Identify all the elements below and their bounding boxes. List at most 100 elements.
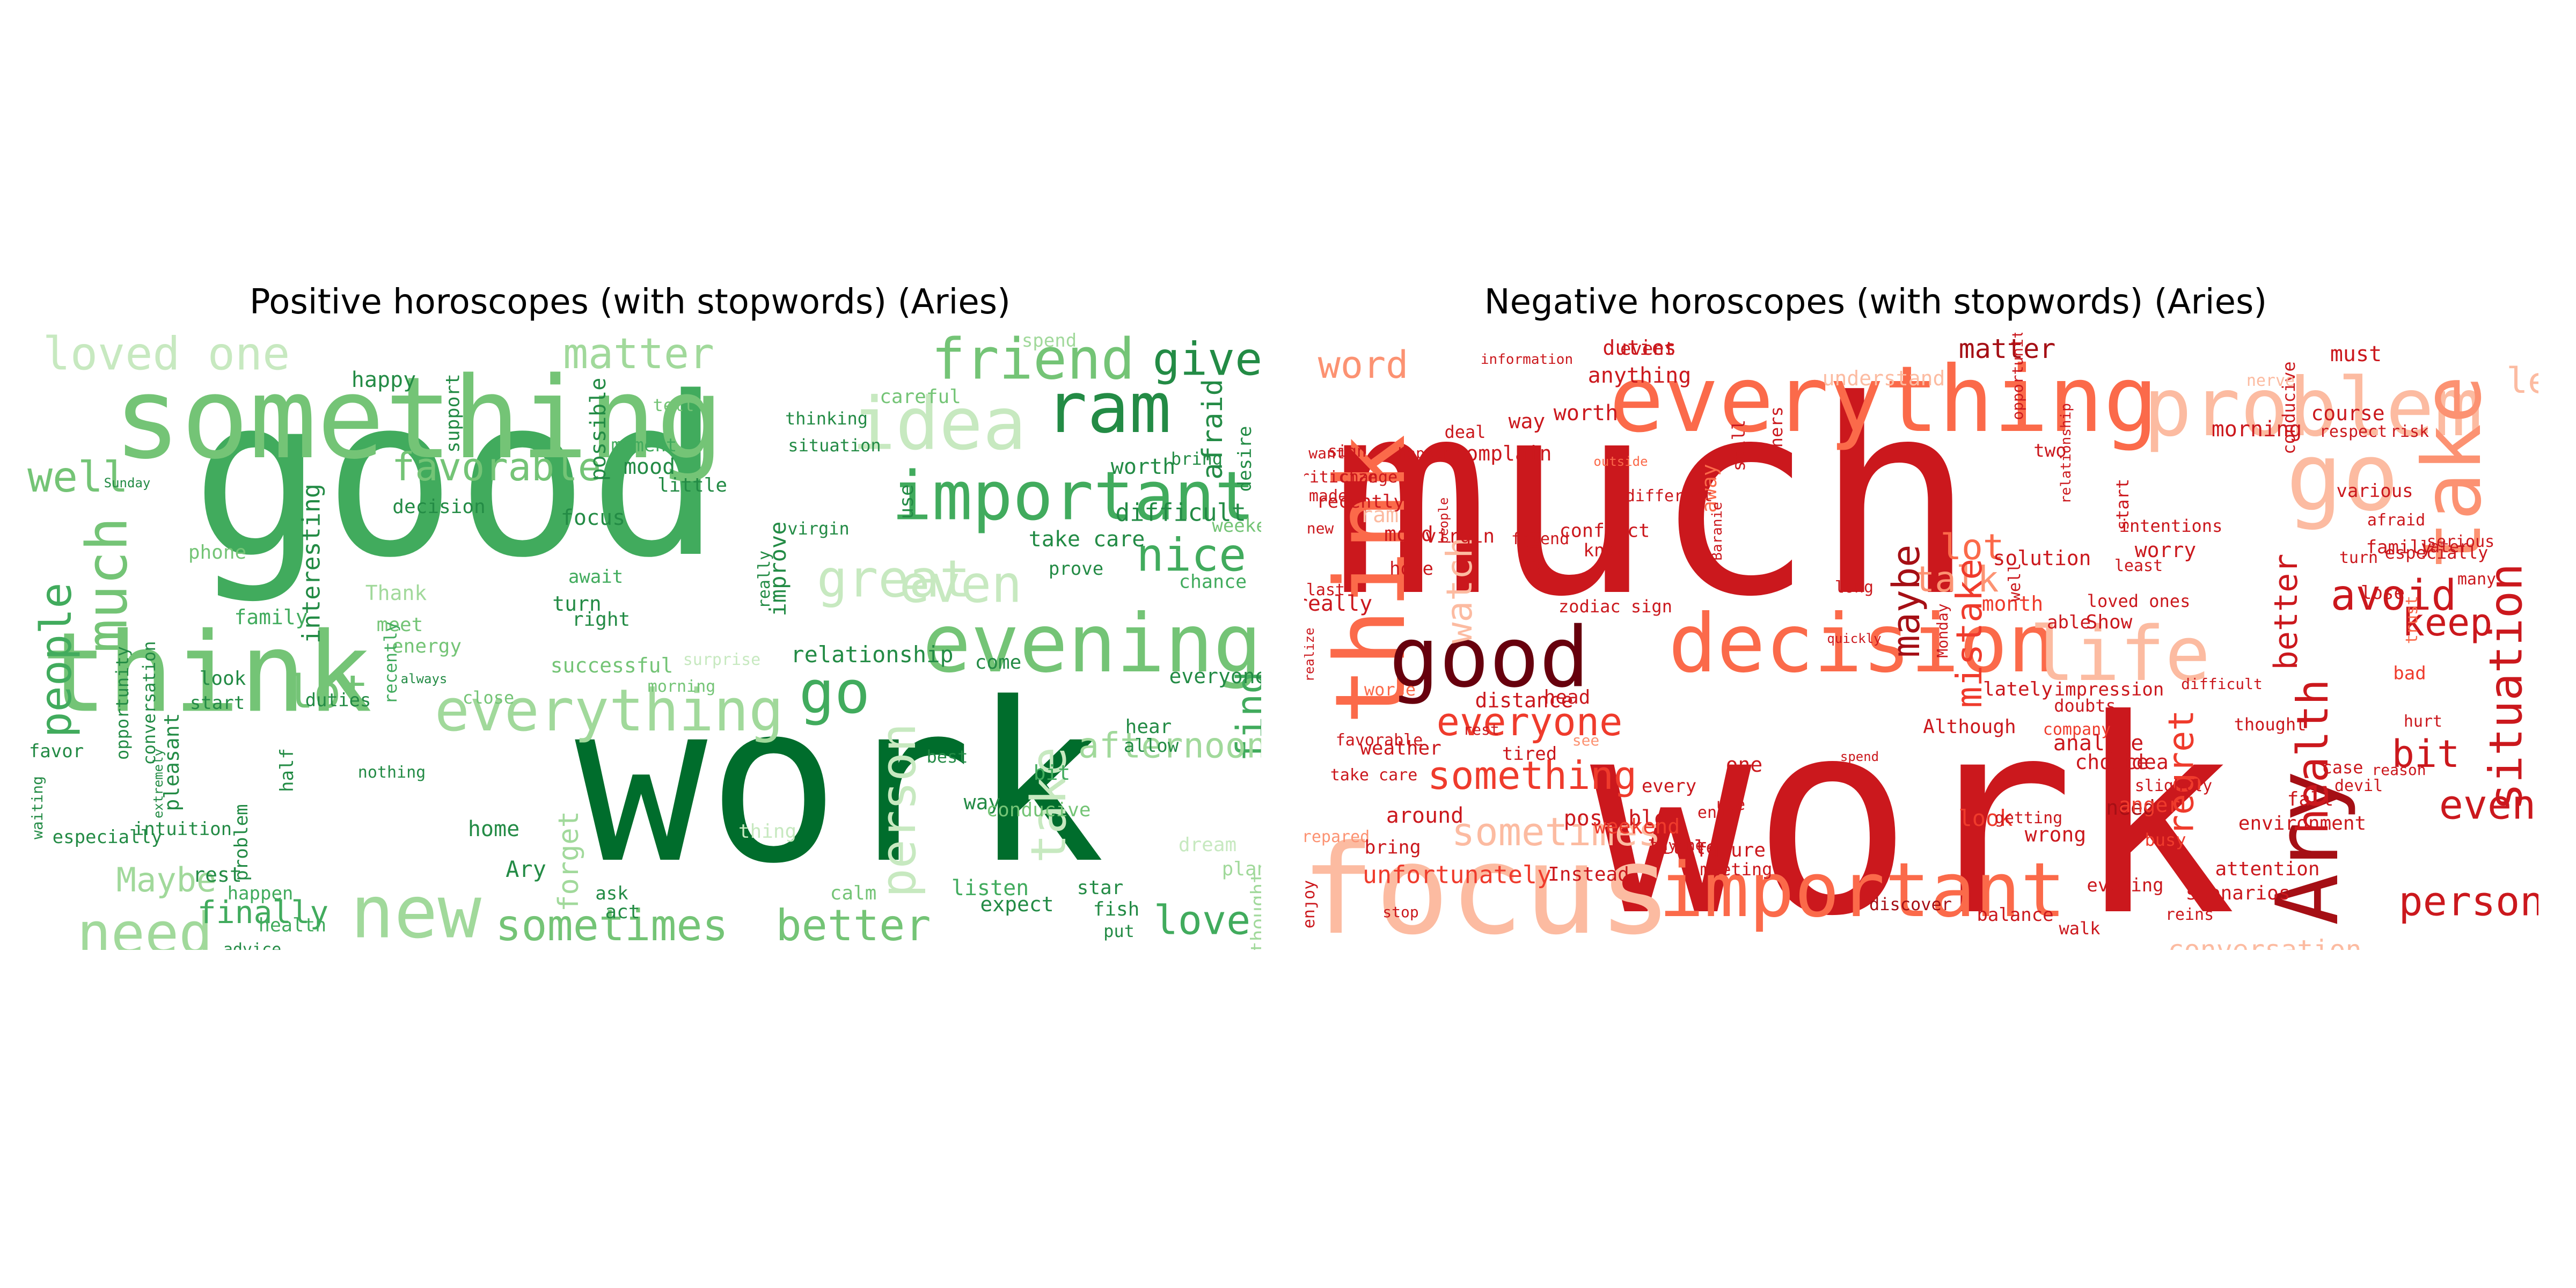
negative-word: especially <box>2384 543 2489 563</box>
negative-word: sometimes <box>1451 809 1662 854</box>
negative-word: turn <box>2339 548 2379 567</box>
negative-word: discover <box>1869 894 1952 914</box>
positive-word: extremely <box>151 748 166 819</box>
positive-word: situation <box>788 435 881 456</box>
negative-word: maybe <box>1884 544 1928 658</box>
positive-word: turn <box>552 592 602 616</box>
positive-word: fish <box>1093 898 1140 920</box>
positive-word: person <box>870 723 927 898</box>
negative-word: person <box>2398 877 2538 925</box>
positive-word: thought <box>1247 872 1261 950</box>
positive-word: desire <box>1234 426 1256 492</box>
positive-word: lot <box>286 665 369 719</box>
positive-word: waiting <box>28 775 46 840</box>
positive-word: put <box>1103 921 1135 941</box>
negative-word: deal <box>1444 422 1486 442</box>
positive-word: family <box>234 605 308 629</box>
negative-word: difficult <box>2181 675 2263 693</box>
positive-word: difficult <box>1115 498 1246 527</box>
positive-word: start <box>189 692 245 714</box>
positive-word: focus <box>560 506 626 530</box>
negative-word: realize <box>1304 627 1317 682</box>
positive-word: really <box>755 550 774 609</box>
negative-word: anger <box>2118 793 2180 817</box>
positive-word: ask <box>595 883 628 904</box>
negative-word: everything <box>1609 347 2158 453</box>
negative-word: criticize <box>1304 468 1378 487</box>
positive-word: thinking <box>785 408 868 429</box>
positive-word: prove <box>1048 558 1104 580</box>
negative-word: every <box>1641 775 1697 797</box>
negative-word: opportunity <box>2009 333 2026 420</box>
negative-word: Baranie <box>1709 502 1725 561</box>
negative-word: bring <box>1364 837 1421 859</box>
negative-word: well <box>2006 562 2024 602</box>
negative-word: risk <box>2390 422 2429 441</box>
positive-word: best <box>926 747 968 767</box>
negative-word: conversation <box>2168 934 2362 950</box>
positive-word: weekend <box>1212 515 1261 537</box>
negative-word: meeting <box>1700 859 1773 880</box>
negative-word: matter <box>1958 333 2056 364</box>
negative-word: focus <box>1304 819 1673 950</box>
positive-word: take care <box>1028 527 1145 552</box>
positive-word-cloud: good work something think evening important ra… <box>27 333 1261 950</box>
positive-word: half <box>276 748 298 792</box>
negative-word: solution <box>1993 546 2091 570</box>
negative-word: friend <box>1511 530 1570 548</box>
positive-word: support <box>442 374 464 453</box>
negative-word: worse <box>1364 679 1416 700</box>
negative-word: new <box>1306 519 1334 537</box>
positive-word: surprise <box>683 650 761 669</box>
positive-word: sometimes <box>495 901 728 950</box>
negative-word: impression <box>2054 679 2164 700</box>
negative-word: different <box>1625 487 1713 506</box>
negative-word: choice <box>2075 750 2149 774</box>
positive-word: matter <box>563 333 714 378</box>
negative-word: around <box>1386 803 1464 828</box>
positive-word: use <box>896 484 918 519</box>
positive-word: forget <box>553 811 585 912</box>
positive-word: nothing <box>357 763 426 782</box>
positive-word: nice <box>1136 529 1247 582</box>
negative-word: scenarios <box>2185 882 2290 904</box>
positive-word: thing <box>738 821 797 843</box>
positive-word: conversation <box>139 641 159 765</box>
positive-word: always <box>400 671 448 686</box>
negative-word: various <box>2336 480 2413 502</box>
negative-word: case <box>2322 757 2363 778</box>
positive-word: especially <box>52 826 163 848</box>
positive-word: moment <box>611 435 677 456</box>
negative-word: trust <box>2403 595 2421 645</box>
negative-word: enjoy <box>1304 880 1319 929</box>
negative-word: future <box>1695 839 1766 861</box>
negative-word: ram <box>1359 503 1399 528</box>
positive-word: recently <box>380 621 401 705</box>
positive-word: something <box>113 353 724 484</box>
negative-word: go <box>2286 423 2399 532</box>
negative-word: people <box>1436 497 1451 544</box>
positive-word: calm <box>830 882 877 904</box>
negative-word: change <box>1339 468 1398 487</box>
negative-word: take care <box>1330 766 1418 785</box>
positive-word: virgin <box>787 518 850 539</box>
negative-word: good <box>1389 609 1590 706</box>
positive-word: dream <box>1178 834 1237 856</box>
negative-word: conflict <box>1559 520 1650 542</box>
negative-word: virgin <box>1424 525 1495 547</box>
negative-word: long <box>1834 578 1874 597</box>
negative-word: slightly <box>2134 777 2213 795</box>
negative-word: worth <box>1553 401 1619 426</box>
negative-word: information <box>1480 352 1574 368</box>
positive-word: right <box>572 609 631 631</box>
positive-word: advice <box>223 940 282 950</box>
positive-word: successful <box>550 654 674 677</box>
positive-word: great <box>817 550 970 609</box>
negative-word: doubts <box>2054 696 2116 716</box>
negative-word: look <box>1958 805 2013 831</box>
negative-word: lose <box>2361 582 2405 604</box>
negative-word: duties <box>1602 336 1677 360</box>
negative-word: better <box>2267 553 2305 670</box>
negative-word-cloud: much work focus everything think decision impo… <box>1304 333 2538 950</box>
negative-word: worry <box>2134 538 2197 562</box>
